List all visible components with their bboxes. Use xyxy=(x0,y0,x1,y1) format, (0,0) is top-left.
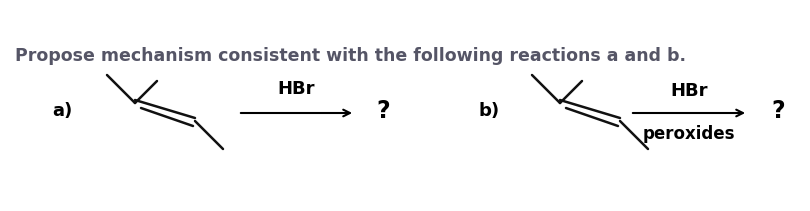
Text: HBr: HBr xyxy=(277,80,315,98)
Text: peroxides: peroxides xyxy=(643,125,735,143)
Text: ?: ? xyxy=(376,99,390,123)
Text: HBr: HBr xyxy=(670,82,708,100)
Text: a): a) xyxy=(52,102,72,120)
Text: Propose mechanism consistent with the following reactions a and b.: Propose mechanism consistent with the fo… xyxy=(15,47,686,65)
Text: ?: ? xyxy=(771,99,785,123)
Text: b): b) xyxy=(478,102,499,120)
